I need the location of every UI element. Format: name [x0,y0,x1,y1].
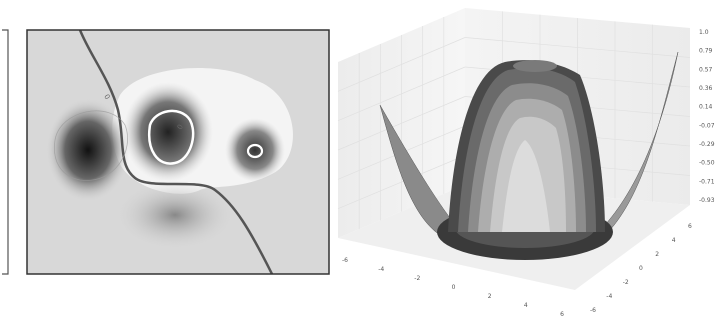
surface-panel: -6 -4 -2 0 2 4 6 -6 -4 -2 0 2 4 6 1.0 0.79 0.57 0.36 0.1… [337,8,715,318]
x-tick-label: 0 [452,284,456,291]
y-tick-label: 4 [672,237,676,244]
contour-zero-line [78,30,274,274]
heatmap-panel: 0 0 [2,29,330,275]
contour-label-1: 0 [102,93,111,101]
y-tick-label: -6 [590,307,596,314]
contour-label-2: 0 [176,123,185,131]
z-tick-label: -0.71 [699,178,715,185]
z-tick-label: 0.57 [699,66,713,73]
z-tick-label: 0.36 [699,85,713,92]
y-tick-label: 2 [655,251,659,258]
z-tick-label: -0.50 [699,160,715,167]
y-tick-label: -4 [606,293,612,300]
z-tick-label: -0.93 [699,197,715,204]
dark-lobe-right [225,118,285,182]
x-tick-label: 6 [560,311,564,318]
y-axis-ticks: -6 -4 -2 0 2 4 6 [590,223,692,314]
x-axis-ticks: -6 -4 -2 0 2 4 6 [342,257,564,318]
y-tick-label: 6 [688,223,692,230]
z-tick-label: -0.29 [699,141,715,148]
z-tick-label: 1.0 [699,29,709,36]
dark-lobe-left [46,98,130,202]
dark-lobe-middle [123,82,213,182]
y-tick-label: 0 [639,265,643,272]
y-tick-label: -2 [623,279,629,286]
contour-faint [53,110,128,181]
z-tick-label: -0.07 [699,122,715,129]
surface-top-crater [513,60,557,72]
x-tick-label: 4 [524,302,528,309]
z-axis-ticks: 1.0 0.79 0.57 0.36 0.14 -0.07 -0.29 -0.50 -0.71 -… [699,29,715,204]
x-tick-label: -4 [378,266,384,273]
contour-white-right [246,143,264,159]
gridline [337,155,466,209]
surface-dome-highlight [502,140,550,232]
x-tick-label: -2 [414,275,420,282]
z-tick-label: 0.14 [699,104,713,111]
colorbar-bracket [2,29,9,275]
surface [379,51,679,260]
z-tick-label: 0.79 [699,48,713,55]
contour-white-middle [147,109,195,165]
soft-dark-lower [115,180,235,250]
heatmap-frame [26,29,330,275]
x-tick-label: -6 [342,257,348,264]
x-tick-label: 2 [488,293,492,300]
